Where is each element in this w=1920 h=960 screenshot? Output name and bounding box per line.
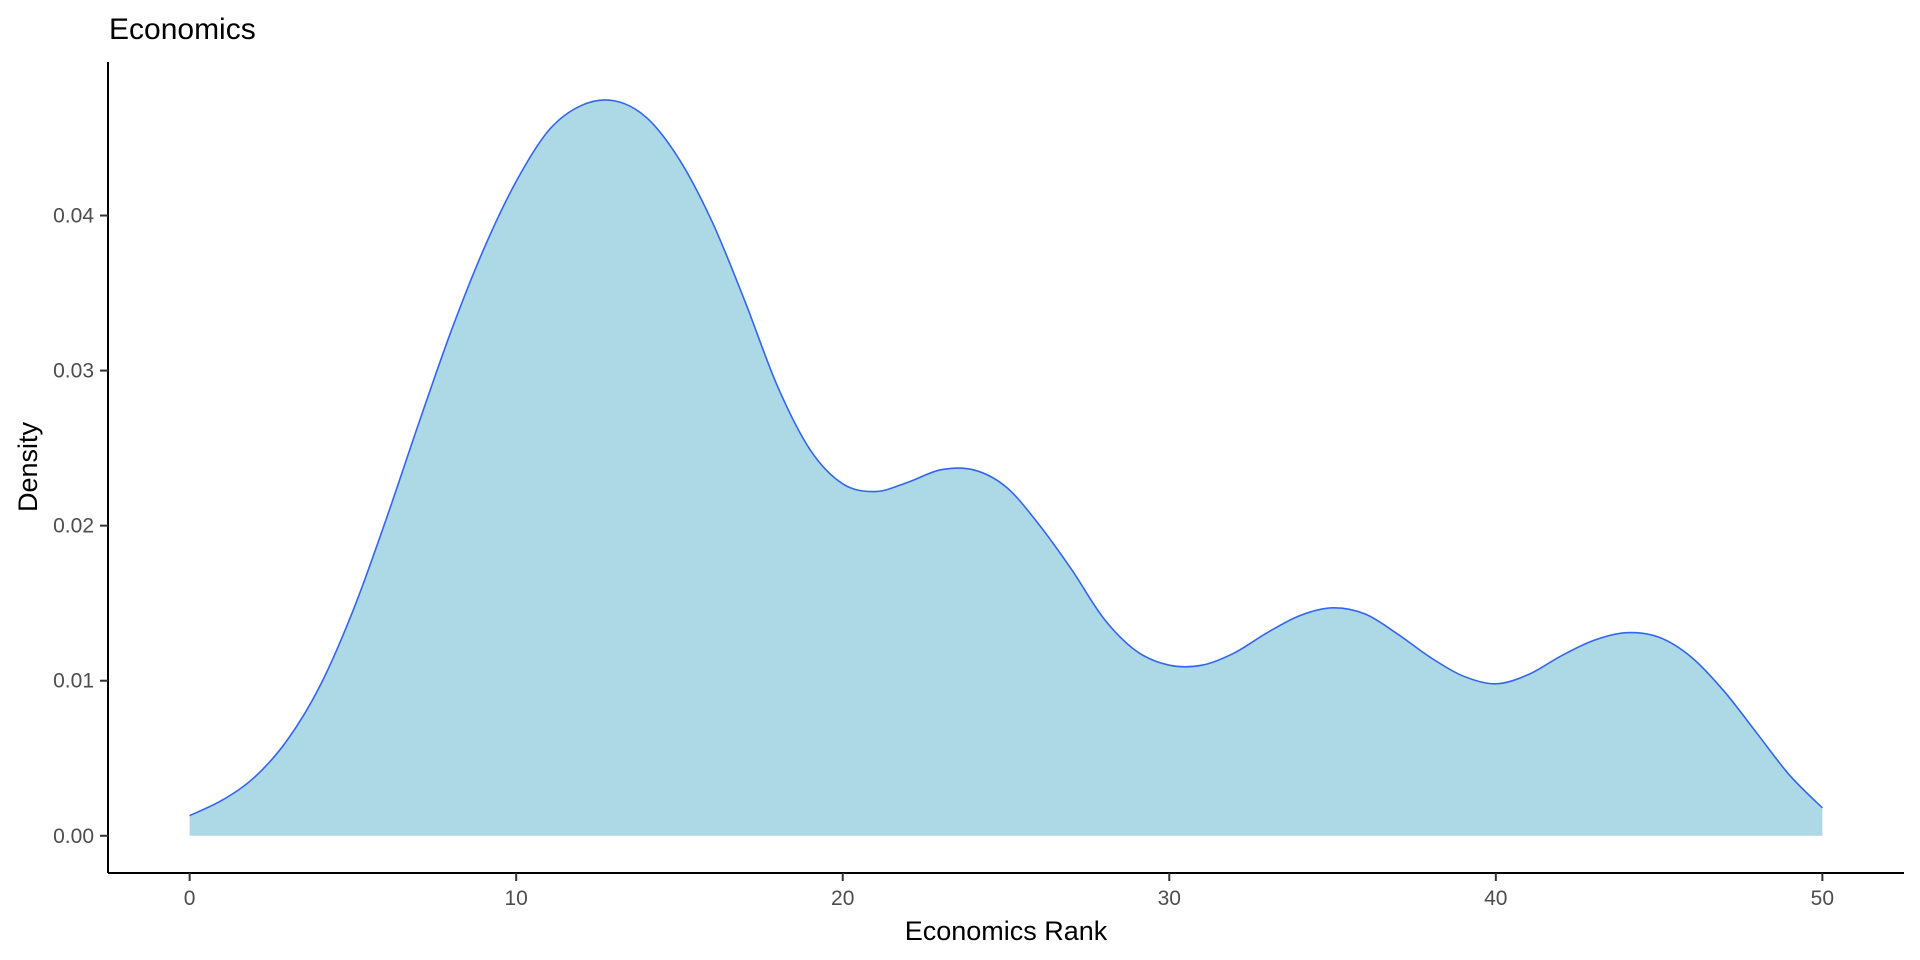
x-tick-label: 30 — [1158, 887, 1181, 910]
plot-area — [189, 99, 1823, 836]
y-tick-label: 0.00 — [53, 825, 94, 848]
y-tick-label: 0.01 — [53, 670, 94, 693]
y-axis-title: Density — [13, 421, 43, 512]
chart-title: Economics — [109, 13, 256, 46]
y-tick-label: 0.03 — [53, 360, 94, 383]
x-tick-label: 0 — [184, 887, 196, 910]
density-curve-line — [189, 99, 1823, 817]
x-tick-label: 40 — [1484, 887, 1507, 910]
y-axis-ticks: 0.00 0.01 0.02 0.03 0.04 — [53, 205, 108, 848]
x-axis-title: Economics Rank — [905, 916, 1108, 946]
x-tick-label: 10 — [505, 887, 528, 910]
x-axis-ticks: 0 10 20 30 40 50 — [184, 873, 1834, 910]
y-tick-label: 0.04 — [53, 205, 94, 228]
x-tick-label: 20 — [831, 887, 854, 910]
x-tick-label: 50 — [1811, 887, 1834, 910]
density-area-fill — [189, 99, 1823, 836]
y-tick-label: 0.02 — [53, 515, 94, 538]
